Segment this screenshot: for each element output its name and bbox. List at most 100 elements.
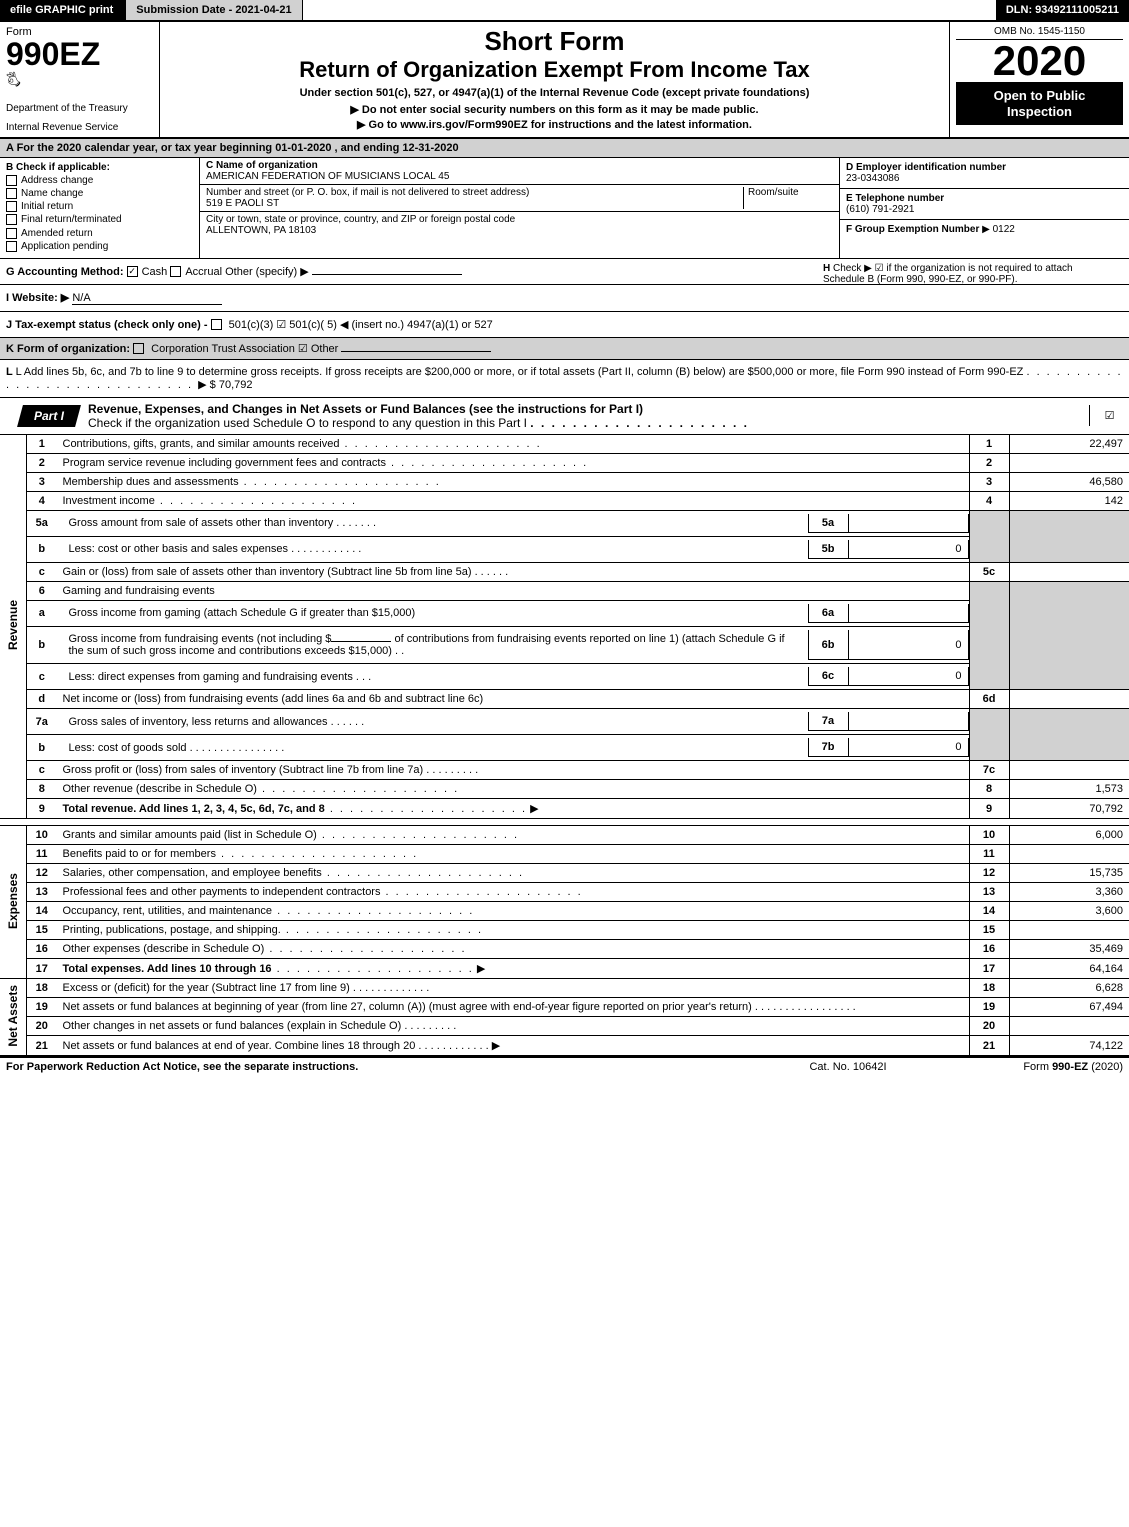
no-ssn-notice: ▶ Do not enter social security numbers o… [166,103,943,116]
table-row: 21 Net assets or fund balances at end of… [0,1036,1129,1056]
table-row: Net Assets 18 Excess or (deficit) for th… [0,979,1129,998]
org-name-label: C Name of organization [206,160,318,171]
check-accrual[interactable] [170,266,181,277]
box-b-title: B Check if applicable: [6,162,193,173]
table-row: b Gross income from fundraising events (… [0,626,1129,664]
dln-label: DLN: 93492111005211 [996,0,1129,20]
group-exemption-value: ▶ 0122 [982,224,1015,235]
line-k: K Form of organization: Corporation Trus… [0,338,1129,360]
table-row: c Less: direct expenses from gaming and … [0,664,1129,690]
table-row: 8 Other revenue (describe in Schedule O)… [0,780,1129,799]
line-l-amount: ▶ $ 70,792 [198,379,252,391]
box-b: B Check if applicable: Address change Na… [0,158,200,258]
box-c: C Name of organization AMERICAN FEDERATI… [200,158,839,258]
table-row: 2 Program service revenue including gove… [0,453,1129,472]
check-address-change[interactable]: Address change [6,175,193,186]
line-16-value: 35,469 [1009,940,1129,959]
line-i: I Website: ▶ N/A [0,285,1129,312]
part-1-check[interactable]: ☑ [1089,405,1129,426]
line-6a-value [848,604,968,623]
table-row: 11 Benefits paid to or for members 11 [0,845,1129,864]
check-cash[interactable]: ✓ [127,266,138,277]
table-row: 16 Other expenses (describe in Schedule … [0,940,1129,959]
dept-treasury: Department of the Treasury [6,103,153,114]
goto-link[interactable]: ▶ Go to www.irs.gov/Form990EZ for instru… [166,118,943,131]
line-2-value [1009,453,1129,472]
check-amended-return[interactable]: Amended return [6,228,193,239]
arrow-icon: ▶ [530,803,538,815]
table-row: 20 Other changes in net assets or fund b… [0,1017,1129,1036]
line-7b-value: 0 [848,738,968,757]
line-17-value: 64,164 [1009,959,1129,979]
line-5b-value: 0 [848,540,968,559]
table-row: Revenue 1 Contributions, gifts, grants, … [0,435,1129,454]
line-7a-value [848,712,968,731]
line-5a-value [848,514,968,533]
top-bar: efile GRAPHIC print Submission Date - 20… [0,0,1129,22]
check-initial-return[interactable]: Initial return [6,201,193,212]
table-row: 17 Total expenses. Add lines 10 through … [0,959,1129,979]
table-row: 6 Gaming and fundraising events [0,581,1129,600]
city-label: City or town, state or province, country… [206,214,515,225]
table-row: 12 Salaries, other compensation, and emp… [0,864,1129,883]
table-row: 14 Occupancy, rent, utilities, and maint… [0,902,1129,921]
section-text: Under section 501(c), 527, or 4947(a)(1)… [166,87,943,99]
table-row: 3 Membership dues and assessments 3 46,5… [0,472,1129,491]
check-final-return[interactable]: Final return/terminated [6,214,193,225]
check-name-change[interactable]: Name change [6,188,193,199]
box-d: D Employer identification number 23-0343… [840,158,1129,189]
tax-year: 2020 [956,40,1123,82]
line-8-value: 1,573 [1009,780,1129,799]
open-public-badge: Open to Public Inspection [956,82,1123,125]
efile-label[interactable]: efile GRAPHIC print [0,0,125,20]
part-1-check-text: Check if the organization used Schedule … [88,416,527,430]
check-corporation[interactable] [133,343,144,354]
line-4-value: 142 [1009,491,1129,510]
table-row: 15 Printing, publications, postage, and … [0,921,1129,940]
line-19-value: 67,494 [1009,998,1129,1017]
part-1-title: Revenue, Expenses, and Changes in Net As… [88,402,643,416]
line-a-tax-year: A For the 2020 calendar year, or tax yea… [0,139,1129,158]
line-6b-value: 0 [848,630,968,660]
check-application-pending[interactable]: Application pending [6,241,193,252]
line-9-value: 70,792 [1009,799,1129,819]
line-1-value: 22,497 [1009,435,1129,454]
line-6c-value: 0 [848,667,968,686]
table-row: 13 Professional fees and other payments … [0,883,1129,902]
table-row: Expenses 10 Grants and similar amounts p… [0,826,1129,845]
box-f: F Group Exemption Number ▶ 0122 [840,220,1129,239]
line-14-value: 3,600 [1009,902,1129,921]
phone-value: (610) 791-2921 [846,204,914,215]
table-row: 4 Investment income 4 142 [0,491,1129,510]
part-1-table: Revenue 1 Contributions, gifts, grants, … [0,435,1129,1057]
table-row: b Less: cost or other basis and sales ex… [0,536,1129,562]
page-footer: For Paperwork Reduction Act Notice, see … [0,1056,1129,1076]
street-address: 519 E PAOLI ST [206,198,279,209]
expenses-label: Expenses [6,873,20,929]
table-row: 5a Gross amount from sale of assets othe… [0,510,1129,536]
check-501c3[interactable] [211,319,222,330]
table-row: c Gain or (loss) from sale of assets oth… [0,562,1129,581]
line-11-value [1009,845,1129,864]
line-20-value [1009,1017,1129,1036]
table-row: 9 Total revenue. Add lines 1, 2, 3, 4, 5… [0,799,1129,819]
return-title: Return of Organization Exempt From Incom… [166,57,943,83]
arrow-icon: ▶ [477,963,485,975]
table-row: a Gross income from gaming (attach Sched… [0,600,1129,626]
part-1-tab: Part I [17,405,81,427]
submission-date: Submission Date - 2021-04-21 [125,0,302,20]
org-name: AMERICAN FEDERATION OF MUSICIANS LOCAL 4… [206,171,449,182]
line-j: J Tax-exempt status (check only one) - 5… [0,312,1129,338]
table-row: 7a Gross sales of inventory, less return… [0,709,1129,735]
cat-number: Cat. No. 10642I [773,1061,923,1073]
line-5c-value [1009,562,1129,581]
addr-label: Number and street (or P. O. box, if mail… [206,187,529,198]
form-version: Form 990-EZ (2020) [923,1061,1123,1073]
net-assets-label: Net Assets [6,985,20,1047]
arrow-icon: ▶ [492,1040,500,1052]
form-header: Form 990EZ 🖏 Department of the Treasury … [0,22,1129,139]
line-12-value: 15,735 [1009,864,1129,883]
table-row: 19 Net assets or fund balances at beginn… [0,998,1129,1017]
form-number: 990EZ [6,38,153,70]
line-h: H Check ▶ ☑ if the organization is not r… [819,259,1119,289]
